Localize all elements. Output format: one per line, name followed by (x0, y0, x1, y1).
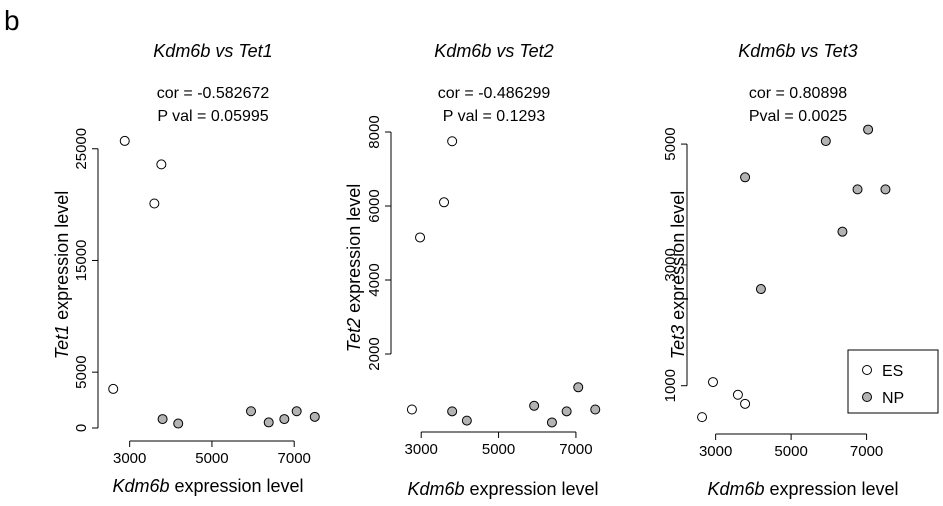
x-tick-label: 7000 (278, 450, 311, 467)
point-np (590, 404, 601, 415)
y-tick-label: 4000 (366, 263, 383, 296)
point-es (740, 398, 751, 409)
point-es (119, 135, 130, 146)
panel-letter: b (4, 5, 20, 36)
y-axis-label: Tet2 expression level (344, 184, 364, 352)
point-np (755, 284, 766, 295)
y-tick-label: 5000 (73, 355, 90, 388)
point-np (573, 382, 584, 393)
x-axis-label: Kdm6b expression level (112, 476, 303, 496)
point-np (880, 184, 891, 195)
point-es (697, 412, 708, 423)
y-tick-label: 0 (73, 424, 90, 432)
x-axis-label: Kdm6b expression level (707, 479, 898, 499)
x-tick-label: 7000 (850, 443, 883, 460)
x-tick-label: 5000 (774, 443, 807, 460)
x-tick-label: 7000 (559, 441, 592, 458)
point-es (732, 389, 743, 400)
point-es (406, 404, 417, 415)
y-axis-label: Tet3 expression level (668, 191, 688, 359)
point-np (291, 406, 302, 417)
y-tick-label: 25000 (73, 128, 90, 170)
y-tick-label: 1000 (662, 369, 679, 402)
pvalue-label: Pval = 0.0025 (749, 108, 847, 125)
correlation-label: cor = -0.486299 (438, 85, 551, 102)
point-np (461, 415, 472, 426)
x-tick-label: 3000 (699, 443, 732, 460)
point-es (156, 159, 167, 170)
chart-title: Kdm6b vs Tet3 (738, 41, 857, 61)
point-es (415, 232, 426, 243)
point-np (546, 417, 557, 428)
point-es (708, 377, 718, 388)
x-tick-label: 3000 (113, 450, 146, 467)
legend-np-label: NP (882, 390, 904, 407)
x-tick-label: 5000 (195, 450, 228, 467)
point-np (837, 226, 848, 237)
point-np (852, 184, 863, 195)
point-np (863, 124, 874, 135)
y-tick-label: 15000 (73, 240, 90, 282)
legend-np-marker (862, 392, 872, 402)
point-np (529, 400, 540, 411)
correlation-label: cor = -0.582672 (157, 85, 270, 102)
point-np (561, 406, 572, 417)
legend-box (847, 349, 939, 414)
y-tick-label: 6000 (366, 189, 383, 222)
scatter-panel-tet1: Kdm6b vs Tet1 cor = -0.582672 P val = 0.… (52, 41, 320, 496)
legend-es-label: ES (882, 363, 903, 380)
pvalue-label: P val = 0.05995 (157, 108, 268, 125)
point-np (309, 411, 320, 422)
x-axis-label: Kdm6b expression level (407, 479, 598, 499)
legend: ES NP (847, 349, 939, 414)
point-np (740, 172, 751, 183)
x-tick-label: 5000 (482, 441, 515, 458)
chart-title: Kdm6b vs Tet2 (434, 41, 553, 61)
correlation-label: cor = 0.80898 (749, 85, 847, 102)
point-es (108, 383, 119, 394)
point-es (149, 198, 160, 209)
point-np (820, 136, 831, 147)
scatter-panel-tet3: Kdm6b vs Tet3 cor = 0.80898 Pval = 0.002… (662, 41, 899, 499)
point-np (279, 414, 290, 425)
point-np (447, 406, 458, 417)
y-tick-label: 5000 (662, 127, 679, 160)
chart-title: Kdm6b vs Tet1 (153, 41, 272, 61)
pvalue-label: P val = 0.1293 (443, 108, 546, 125)
point-es (439, 197, 450, 208)
y-tick-label: 3000 (662, 248, 679, 281)
x-tick-label: 3000 (405, 441, 438, 458)
point-np (246, 406, 257, 417)
y-axis-label: Tet1 expression level (52, 191, 72, 359)
legend-es-marker (862, 365, 872, 375)
point-es (447, 136, 458, 147)
y-tick-label: 2000 (366, 337, 383, 370)
scatter-panel-tet2: Kdm6b vs Tet2 cor = -0.486299 P val = 0.… (344, 41, 601, 499)
y-tick-label: 8000 (366, 115, 383, 148)
point-np (157, 414, 168, 425)
point-np (263, 417, 274, 428)
point-np (173, 418, 184, 429)
